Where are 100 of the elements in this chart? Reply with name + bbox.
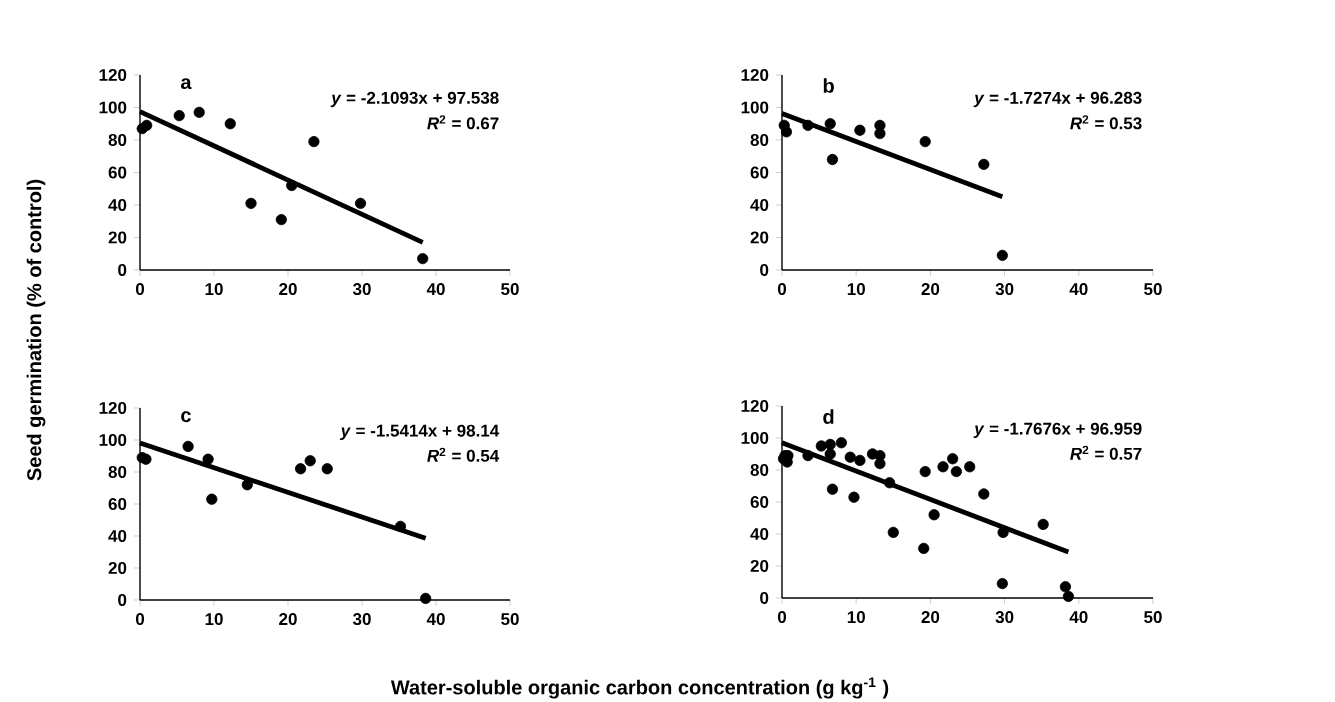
point [950,465,962,478]
point [286,179,298,192]
y-tick-label: 120 [741,399,769,412]
point [883,477,896,489]
y-tick-label: 120 [741,68,769,81]
y-tick-label: 80 [108,133,127,146]
point [919,465,931,478]
y-tick-label: 60 [108,166,127,179]
x-tick-label: 0 [777,283,787,296]
point [1037,518,1049,530]
x-tick-label: 20 [279,613,297,626]
x-tick-label: 50 [501,283,519,296]
x-tick-label: 50 [1144,611,1162,624]
annotation: R$^{2}$ = 0.57 [1070,445,1142,460]
x-tick-label: 20 [279,283,297,296]
point [928,509,940,521]
x-axis-title: Water-soluble organic carbon concentration (g kg$^{-1}$ ) [390,677,889,699]
point [354,197,367,209]
y-tick-label: 100 [99,433,127,446]
point [874,119,886,131]
y-tick-label: 100 [741,431,769,444]
point [826,153,839,166]
point [964,461,976,473]
point [802,119,814,131]
y-tick-label: 80 [750,463,769,476]
x-tick-label: 10 [205,283,223,296]
point [1059,581,1072,593]
x-tick-label: 30 [995,283,1014,296]
y-tick-label: 0 [118,263,127,276]
point [245,197,257,209]
y-tick-label: 20 [750,231,769,244]
annotation: R$^{2}$ = 0.53 [1070,115,1142,130]
point [802,449,814,462]
y-tick-label: 0 [118,593,127,606]
point [241,479,253,491]
point [294,463,307,475]
point [420,592,432,604]
y-tick-label: 60 [750,495,769,508]
point [824,448,836,460]
point [206,493,218,505]
annotation: R$^{2}$ = 0.67 [427,115,499,130]
x-tick-label: 20 [921,283,940,296]
y-tick-label: 120 [99,401,127,414]
point [193,106,205,118]
annotation: y = -2.1093x + 97.538 [330,91,499,108]
x-tick-label: 10 [847,283,865,296]
point [824,118,836,130]
y-tick-label: 40 [750,198,769,211]
point [854,454,866,466]
point [321,463,333,475]
point [918,542,930,554]
x-tick-label: 30 [995,611,1014,624]
point [275,214,287,226]
y-tick-label: 40 [108,198,127,211]
point [224,118,236,130]
y-tick-label: 0 [760,263,769,276]
y-axis-title: Seed germination (% of control) [26,179,46,481]
y-tick-label: 100 [741,101,769,114]
x-tick-label: 0 [135,613,145,626]
point [417,253,429,265]
point [947,453,959,465]
y-tick-label: 80 [750,133,769,146]
y-tick-label: 120 [99,68,127,81]
y-tick-label: 60 [750,166,769,179]
x-tick-label: 0 [777,611,787,624]
x-tick-label: 30 [352,283,371,296]
y-tick-label: 80 [108,465,127,478]
y-tick-label: 40 [750,527,769,540]
point [826,483,839,495]
point [394,520,407,532]
point [308,136,320,148]
y-tick-label: 20 [108,561,127,574]
y-tick-label: 100 [99,101,127,114]
x-tick-label: 0 [135,283,145,296]
y-tick-label: 20 [108,231,127,244]
point [919,136,931,148]
chart-title: d [823,409,834,424]
y-tick-label: 20 [750,559,769,572]
y-tick-label: 60 [108,497,127,510]
y-tick-label: 0 [760,591,769,604]
point [937,461,949,473]
point [780,126,793,138]
x-tick-label: 10 [205,613,223,626]
point [182,440,194,452]
annotation: y = -1.5414x + 98.14 [339,424,500,441]
x-tick-label: 50 [501,613,519,626]
annotation: y = -1.7676x + 96.959 [973,422,1142,439]
x-tick-label: 40 [1069,611,1088,624]
point [824,438,836,450]
point [848,491,860,503]
chart-title: b [823,78,834,93]
annotation: R$^{2}$ = 0.54 [427,447,500,462]
point [854,124,866,136]
x-tick-label: 50 [1144,283,1162,296]
chart-title: c [181,411,191,423]
point [304,455,316,467]
chart-title: a [180,78,192,90]
x-tick-label: 20 [921,611,940,624]
point [140,453,152,465]
point [996,249,1008,261]
